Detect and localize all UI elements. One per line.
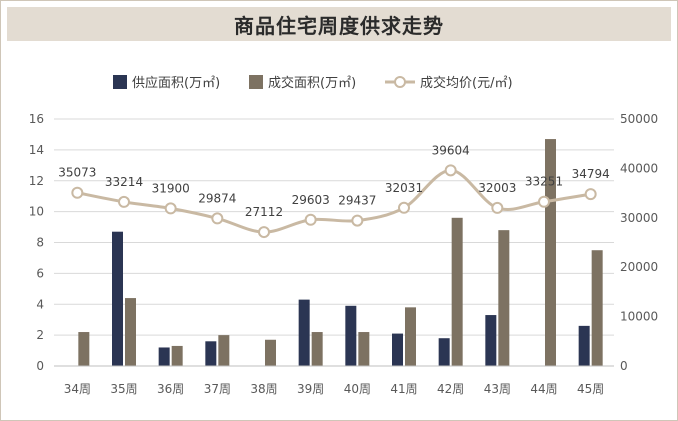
- x-tick-label: 38周: [250, 382, 277, 396]
- price-point: [491, 201, 504, 214]
- chart-title: 商品住宅周度供求走势: [234, 13, 444, 38]
- price-point: [538, 195, 550, 208]
- y-right-tick-label: 20000: [620, 260, 658, 274]
- y-right-tick-label: 0: [620, 359, 628, 373]
- legend-label-supply: 供应面积(万㎡): [132, 75, 220, 91]
- price-data-label: 27112: [245, 205, 283, 219]
- price-data-label: 31900: [152, 181, 190, 195]
- x-tick-label: 34周: [64, 382, 91, 396]
- x-tick-label: 45周: [577, 382, 604, 396]
- bars-layer: [78, 139, 603, 366]
- bar-deal: [171, 345, 183, 366]
- price-line: [77, 168, 591, 234]
- bar-deal: [125, 298, 136, 366]
- bar-deal: [405, 307, 416, 366]
- legend-label-deal: 成交面积(万㎡): [268, 75, 356, 91]
- y-left-tick-label: 14: [29, 143, 44, 157]
- price-data-label: 32031: [385, 181, 423, 195]
- x-tick-label: 40周: [344, 382, 371, 396]
- bar-supply: [345, 305, 357, 366]
- price-data-label: 33251: [525, 175, 563, 189]
- bar-deal: [451, 217, 463, 366]
- price-data-label: 29874: [198, 191, 236, 205]
- bar-supply: [578, 325, 590, 366]
- y-right-tick-label: 10000: [620, 310, 658, 324]
- price-point: [211, 212, 224, 225]
- price-point: [258, 226, 270, 239]
- bar-supply: [438, 338, 450, 366]
- legend: 供应面积(万㎡) 成交面积(万㎡) 成交均价(元/㎡): [113, 75, 513, 91]
- y-left-tick-label: 10: [29, 205, 44, 219]
- legend-label-price: 成交均价(元/㎡): [420, 75, 513, 91]
- price-data-label: 34794: [572, 167, 610, 181]
- x-tick-label: 43周: [484, 382, 511, 396]
- x-tick-label: 41周: [390, 382, 417, 396]
- y-right-tick-label: 40000: [620, 161, 658, 175]
- bar-deal: [218, 335, 230, 366]
- bar-deal: [498, 230, 510, 366]
- x-tick-label: 39周: [297, 382, 324, 396]
- x-tick-label: 42周: [437, 382, 464, 396]
- y-left-tick-label: 12: [29, 174, 44, 188]
- bar-deal: [265, 339, 276, 366]
- price-point: [351, 214, 364, 227]
- bar-supply: [205, 341, 217, 366]
- gridlines: [54, 118, 614, 367]
- legend-marker-price: [394, 76, 406, 88]
- legend-item-price: 成交均价(元/㎡): [385, 75, 513, 91]
- bar-supply: [112, 231, 123, 366]
- axes-layer: 0 2 4 6 8 10 12 14 16 0 10000 20000 30000 40000 50000 3…: [29, 112, 658, 396]
- x-tick-label: 36周: [157, 382, 184, 396]
- legend-item-supply: 供应面积(万㎡): [113, 75, 220, 91]
- bar-deal: [78, 332, 90, 366]
- legend-swatch-supply: [113, 75, 127, 89]
- bar-deal: [311, 332, 323, 366]
- price-data-label: 35073: [58, 166, 96, 180]
- price-point: [304, 213, 317, 226]
- price-point: [118, 195, 130, 208]
- y-left-tick-label: 0: [36, 359, 44, 373]
- price-data-label: 29437: [338, 194, 376, 208]
- x-tick-label: 44周: [530, 382, 557, 396]
- legend-swatch-deal: [249, 75, 263, 89]
- y-right-tick-label: 50000: [620, 112, 658, 126]
- price-point: [71, 186, 84, 199]
- y-left-tick-label: 6: [36, 266, 44, 280]
- price-line-layer: 35073 33214 31900 29874 27112 29603 29437 32031…: [58, 143, 610, 239]
- price-point: [164, 202, 177, 215]
- y-left-tick-label: 4: [36, 297, 44, 311]
- bar-deal: [358, 332, 370, 366]
- bar-deal: [545, 139, 556, 366]
- x-tick-label: 35周: [110, 382, 137, 396]
- y-left-tick-label: 2: [36, 328, 44, 342]
- price-point: [584, 188, 597, 201]
- price-data-label: 29603: [292, 193, 330, 207]
- legend-item-deal: 成交面积(万㎡): [249, 75, 356, 91]
- price-data-label: 39604: [432, 143, 470, 157]
- y-left-tick-label: 8: [36, 236, 44, 250]
- bar-supply: [485, 315, 497, 366]
- bar-supply: [158, 347, 170, 366]
- price-data-label: 32003: [478, 181, 516, 195]
- bar-supply: [298, 299, 310, 366]
- price-data-label: 33214: [105, 175, 143, 189]
- y-left-tick-label: 16: [29, 112, 44, 126]
- x-tick-label: 37周: [204, 382, 231, 396]
- chart-title-bar: 商品住宅周度供求走势: [7, 7, 671, 41]
- bar-supply: [392, 333, 403, 366]
- price-point: [398, 201, 410, 214]
- bar-deal: [591, 250, 603, 366]
- y-right-tick-label: 30000: [620, 211, 658, 225]
- price-point: [444, 164, 457, 177]
